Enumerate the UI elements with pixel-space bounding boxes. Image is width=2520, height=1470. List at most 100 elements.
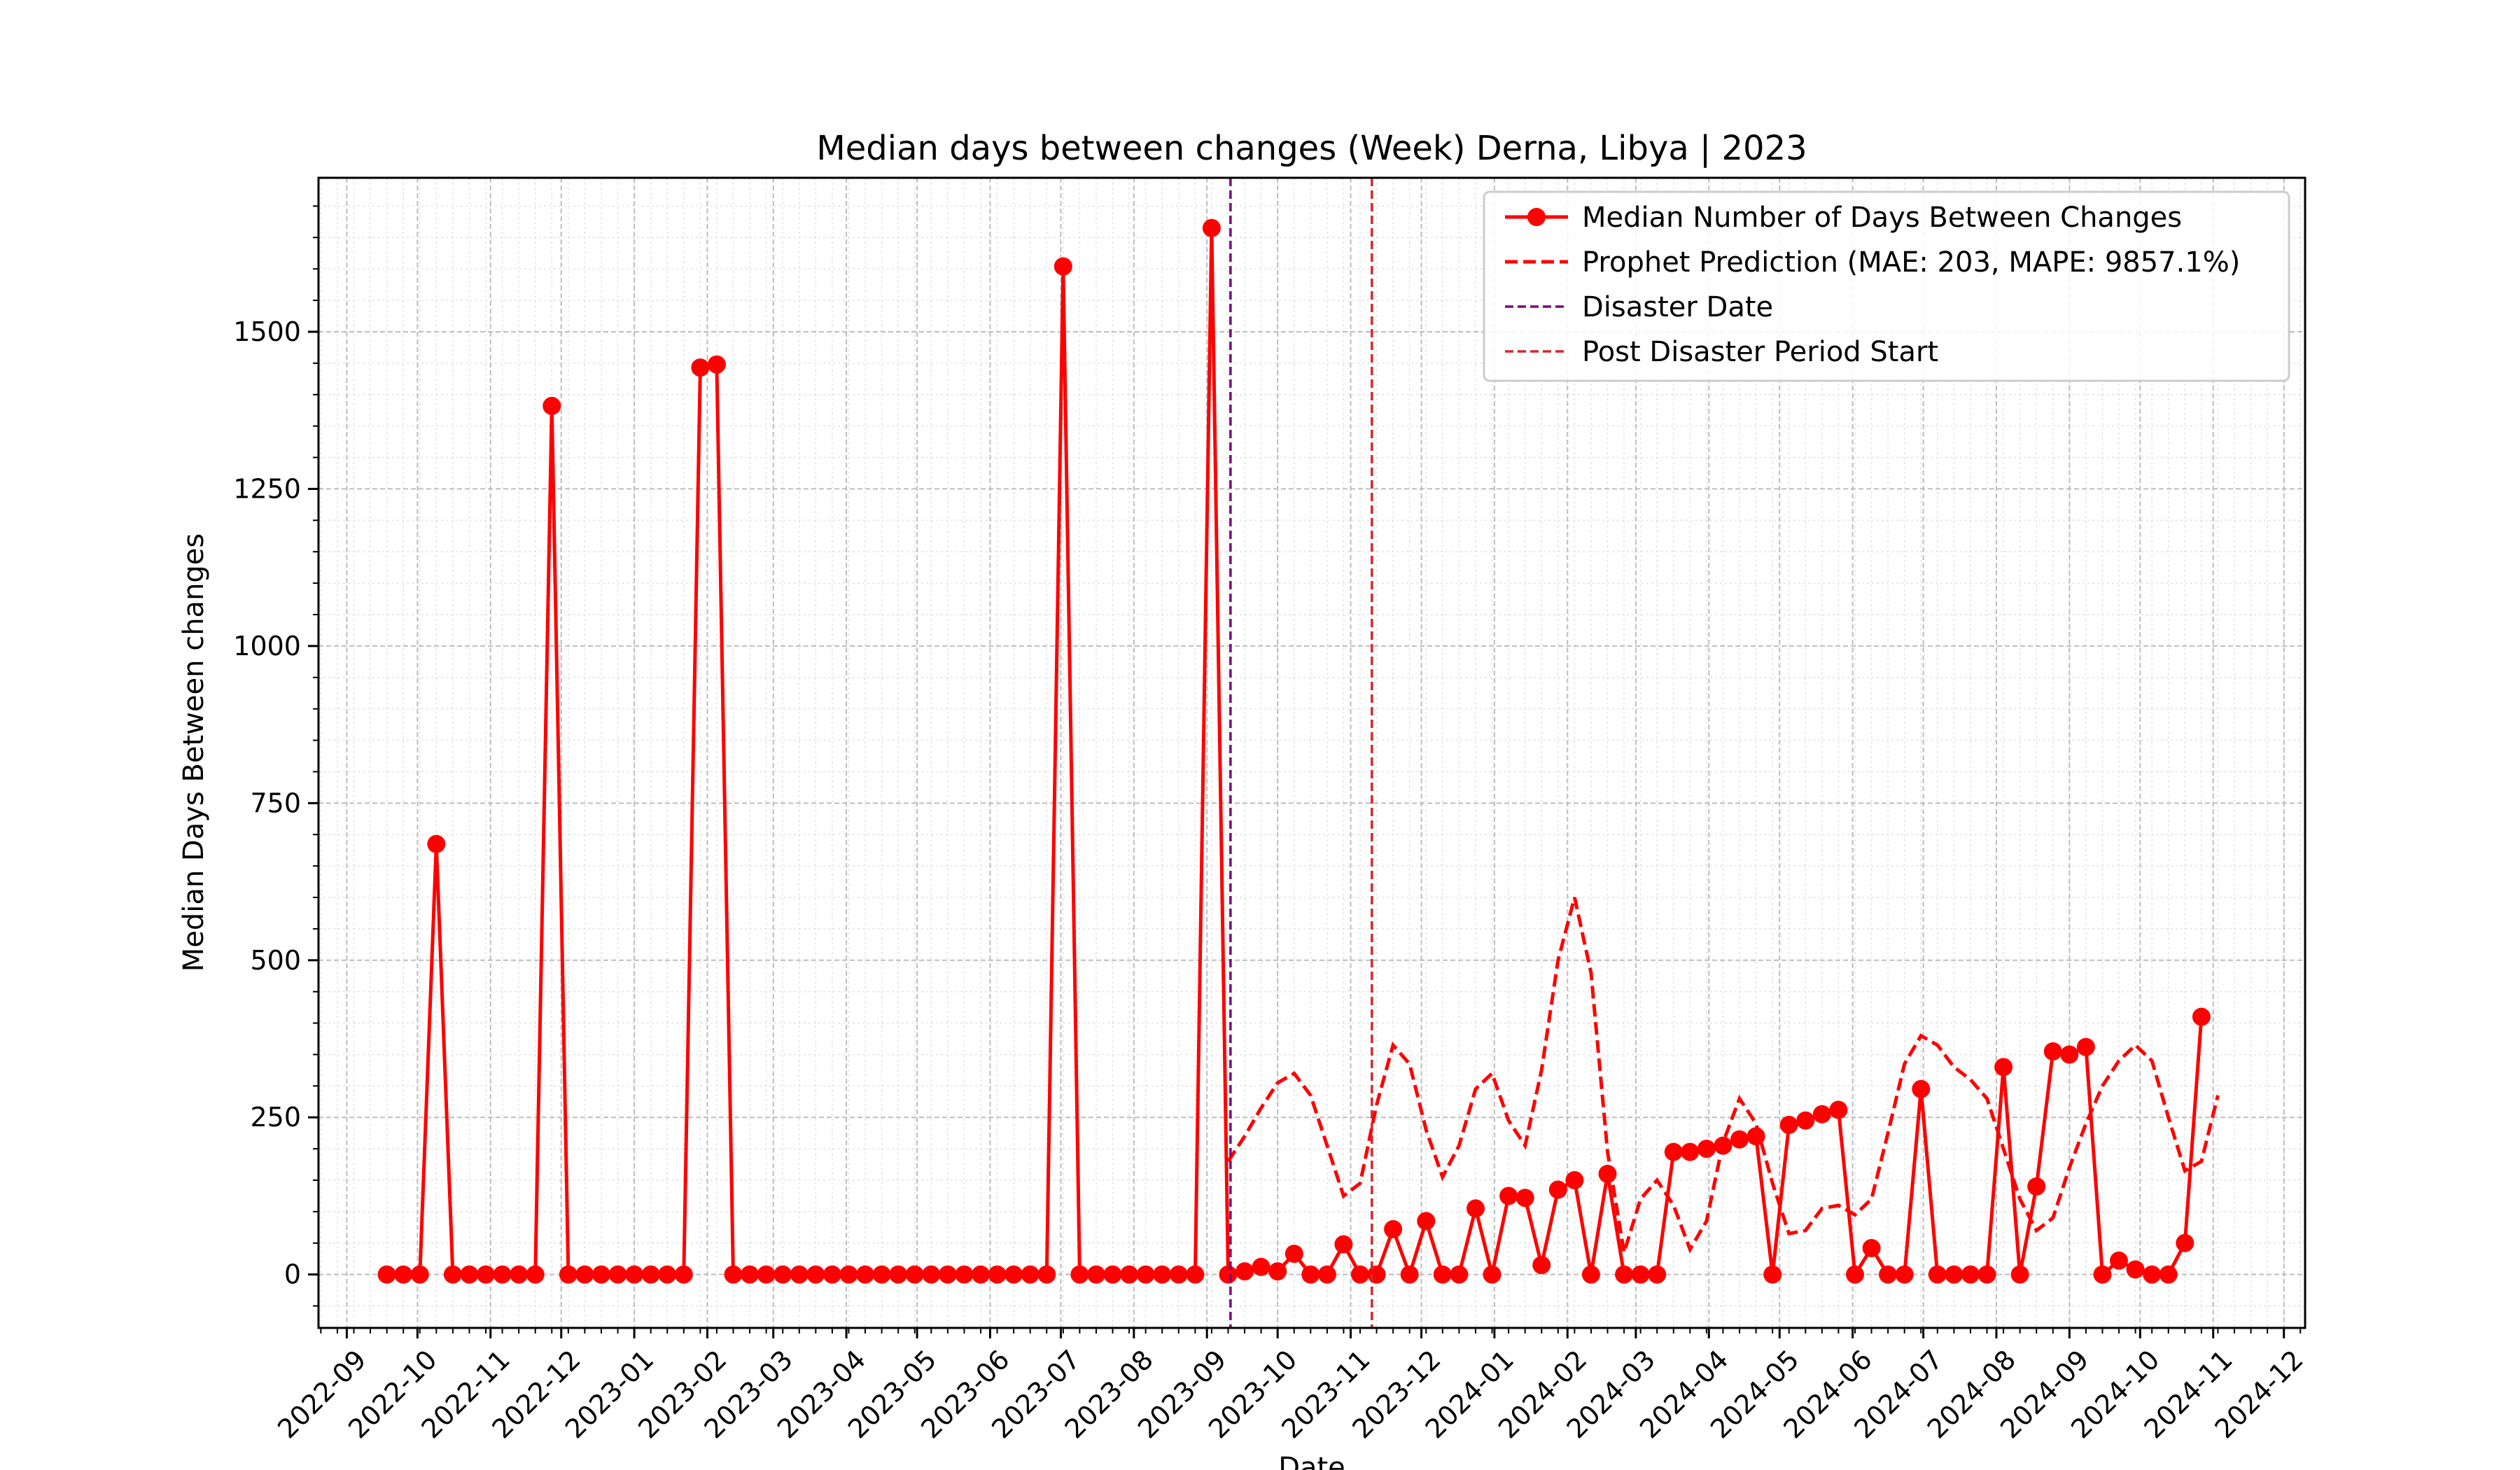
data-point: [2043, 1042, 2062, 1060]
y-tick-label: 0: [284, 1259, 301, 1290]
data-point: [972, 1265, 990, 1284]
data-point: [790, 1265, 808, 1284]
data-point: [2143, 1265, 2162, 1284]
data-point: [1103, 1265, 1122, 1284]
data-point: [2126, 1260, 2145, 1279]
data-point: [1548, 1180, 1567, 1199]
legend-marker: [1527, 208, 1546, 226]
data-point: [460, 1265, 479, 1284]
data-point: [856, 1265, 874, 1284]
data-point: [1054, 257, 1072, 276]
data-point: [1499, 1186, 1518, 1205]
data-point: [2093, 1265, 2112, 1284]
data-point: [955, 1265, 974, 1284]
data-point: [1879, 1265, 1898, 1284]
data-point: [1516, 1189, 1534, 1208]
data-point: [410, 1265, 429, 1284]
data-point: [1219, 1265, 1238, 1284]
data-point: [1532, 1256, 1551, 1275]
data-point: [1730, 1130, 1749, 1149]
legend-box: [1483, 190, 2290, 382]
data-point: [674, 1265, 693, 1284]
data-point: [1202, 218, 1221, 237]
data-point: [1581, 1265, 1600, 1284]
data-point: [1450, 1265, 1469, 1284]
data-point: [1912, 1079, 1931, 1098]
data-point: [1004, 1265, 1023, 1284]
data-point: [757, 1265, 776, 1284]
data-point: [1021, 1265, 1040, 1284]
legend-label-disaster: Disaster Date: [1582, 291, 1773, 323]
y-tick-label: 1250: [233, 473, 301, 504]
legend-label-prediction: Prophet Prediction (MAE: 203, MAPE: 9857…: [1582, 246, 2240, 279]
data-point: [889, 1265, 908, 1284]
data-point: [658, 1265, 677, 1284]
data-point: [1317, 1265, 1336, 1284]
data-point: [427, 834, 446, 853]
data-point: [1846, 1265, 1864, 1284]
x-axis-label: Date: [1278, 1452, 1345, 1470]
data-point: [1746, 1127, 1765, 1146]
data-point: [1351, 1265, 1369, 1284]
data-point: [1895, 1265, 1914, 1284]
data-point: [1779, 1116, 1798, 1134]
data-point: [2076, 1037, 2095, 1056]
legend-entry-observed: Median Number of Days Between Changes: [1505, 202, 2182, 234]
data-point: [741, 1265, 760, 1284]
data-point: [526, 1265, 545, 1284]
data-point: [1945, 1265, 1963, 1284]
data-point: [1120, 1265, 1139, 1284]
data-point: [1994, 1058, 2013, 1077]
data-point: [1466, 1199, 1485, 1218]
data-point: [377, 1265, 396, 1284]
data-point: [608, 1265, 627, 1284]
legend-label-post-disaster: Post Disaster Period Start: [1582, 336, 1938, 368]
data-point: [707, 355, 726, 374]
data-point: [724, 1265, 743, 1284]
data-point: [477, 1265, 495, 1284]
data-point: [1384, 1220, 1403, 1238]
data-point: [1186, 1265, 1205, 1284]
data-point: [774, 1265, 792, 1284]
data-point: [1367, 1265, 1386, 1284]
data-point: [2159, 1265, 2178, 1284]
data-point: [493, 1265, 512, 1284]
y-tick-label: 500: [250, 945, 301, 976]
data-point: [2192, 1007, 2211, 1026]
data-point: [1236, 1262, 1254, 1281]
data-point: [1961, 1265, 1980, 1284]
data-point: [1862, 1239, 1881, 1257]
legend-entry-disaster: Disaster Date: [1505, 291, 1773, 323]
data-point: [988, 1265, 1007, 1284]
data-point: [1037, 1265, 1056, 1284]
data-point: [2110, 1251, 2128, 1270]
data-point: [691, 358, 710, 377]
data-point: [1400, 1265, 1419, 1284]
data-point: [1087, 1265, 1105, 1284]
data-point: [1417, 1212, 1436, 1231]
data-point: [1252, 1257, 1270, 1276]
y-tick-label: 1000: [233, 631, 301, 662]
data-point: [394, 1265, 413, 1284]
data-point: [922, 1265, 941, 1284]
data-point: [443, 1265, 462, 1284]
data-point: [1565, 1171, 1584, 1189]
data-point: [1697, 1140, 1716, 1158]
data-point: [1169, 1265, 1188, 1284]
data-point: [1977, 1265, 1996, 1284]
y-tick-label: 750: [250, 788, 301, 818]
data-point: [2027, 1177, 2046, 1196]
data-point: [592, 1265, 610, 1284]
data-point: [905, 1265, 924, 1284]
data-point: [1334, 1235, 1353, 1254]
data-point: [872, 1265, 891, 1284]
prediction-line: [1226, 897, 2220, 1254]
legend-label-observed: Median Number of Days Between Changes: [1582, 202, 2182, 234]
legend-entry-post-disaster: Post Disaster Period Start: [1505, 336, 1938, 368]
data-point: [1153, 1265, 1172, 1284]
y-tick-label: 250: [250, 1102, 301, 1133]
chart-title: Median days between changes (Week) Derna…: [816, 129, 1807, 168]
data-point: [2010, 1265, 2029, 1284]
series-layer: [377, 178, 2220, 1328]
